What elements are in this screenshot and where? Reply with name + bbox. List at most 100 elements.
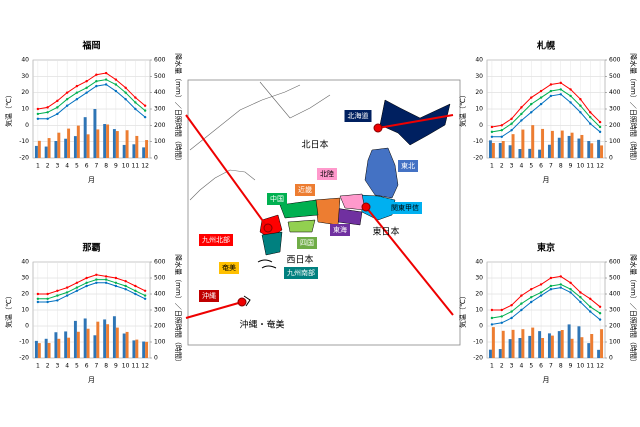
- line-point: [124, 288, 127, 291]
- x-tick-label: 10: [122, 163, 130, 170]
- line-point: [56, 294, 59, 297]
- line: [37, 279, 146, 300]
- map-label-box: [199, 234, 233, 246]
- line-point: [114, 78, 118, 81]
- y2-tick-label: 400: [609, 291, 621, 298]
- bar: [580, 134, 584, 158]
- line-point: [520, 119, 523, 122]
- bar: [44, 338, 48, 358]
- x-tick-label: 11: [586, 163, 594, 170]
- line-point: [549, 83, 553, 86]
- y2-tick-label: 100: [154, 339, 166, 346]
- bar: [47, 138, 51, 158]
- bar: [511, 134, 515, 158]
- line-point: [95, 73, 98, 76]
- bar: [83, 318, 87, 358]
- bar: [521, 329, 525, 358]
- line-point: [598, 120, 602, 124]
- line-point: [559, 93, 562, 96]
- x-tick-label: 7: [94, 163, 98, 170]
- y2-tick-label: 400: [154, 89, 166, 96]
- bar: [34, 340, 38, 358]
- line-point: [104, 275, 108, 278]
- line: [491, 287, 601, 325]
- line-point: [36, 107, 40, 111]
- line-point: [569, 88, 572, 91]
- y2-tick-label: 300: [609, 307, 621, 314]
- line-point: [95, 273, 98, 276]
- line-point: [65, 291, 69, 294]
- y-tick-label: 20: [475, 89, 483, 96]
- line-point: [549, 288, 553, 291]
- line-point: [65, 104, 69, 107]
- x-tick-label: 7: [549, 163, 553, 170]
- line-point: [520, 294, 523, 297]
- line-point: [104, 278, 108, 281]
- y-tick-label: 30: [21, 275, 29, 282]
- bar: [96, 321, 100, 358]
- bar: [132, 144, 136, 158]
- arrows: [185, 114, 454, 319]
- bar: [64, 138, 68, 158]
- bar: [488, 349, 492, 358]
- city-markers: [237, 123, 383, 307]
- y2-tick-label: 200: [609, 122, 621, 129]
- line-point: [520, 308, 523, 312]
- line-point: [490, 125, 494, 129]
- line-point: [56, 299, 59, 302]
- chart-title: 那覇: [82, 243, 100, 254]
- bar: [557, 137, 561, 158]
- bar: [508, 339, 512, 358]
- x-tick-label: 4: [65, 163, 69, 170]
- line-point: [143, 297, 147, 300]
- line-point: [579, 104, 582, 107]
- bar: [67, 337, 71, 358]
- map-label: 北海道: [348, 111, 369, 120]
- line-point: [36, 117, 40, 121]
- line-point: [75, 289, 79, 292]
- line-point: [530, 111, 533, 114]
- x-axis-label: 月: [88, 176, 95, 184]
- bar: [106, 124, 110, 158]
- y-axis-label: 気温（℃）: [458, 292, 467, 328]
- line-point: [539, 283, 543, 286]
- y2-tick-label: 0: [154, 155, 158, 162]
- bar: [518, 149, 522, 158]
- map-label: 中国: [270, 194, 284, 203]
- y-tick-label: 20: [475, 291, 483, 298]
- y2-tick-label: 400: [154, 291, 166, 298]
- y-tick-label: 10: [21, 307, 29, 314]
- map-label: 東北: [401, 161, 415, 170]
- x-tick-label: 4: [65, 363, 69, 370]
- bar: [76, 125, 80, 158]
- y-axis-label: 気温（℃）: [4, 292, 13, 328]
- x-tick-label: 8: [559, 363, 563, 370]
- bar: [498, 142, 502, 158]
- x-tick-label: 12: [596, 363, 604, 370]
- y2-tick-label: 100: [154, 138, 166, 145]
- line-point: [510, 117, 513, 121]
- y2-tick-label: 600: [609, 259, 621, 266]
- line-point: [75, 84, 79, 88]
- y2-tick-label: 600: [609, 57, 621, 64]
- line-point: [559, 286, 562, 289]
- x-tick-label: 7: [94, 363, 98, 370]
- x-tick-label: 1: [36, 363, 40, 370]
- y-tick-label: -10: [473, 339, 483, 346]
- line-point: [65, 98, 69, 101]
- y-tick-label: 0: [25, 323, 29, 330]
- line-point: [95, 278, 98, 281]
- y2-axis-label: 降水量（mm）／日照時間（時間）: [629, 53, 638, 165]
- line-point: [75, 98, 79, 101]
- line-point: [104, 71, 108, 75]
- line-point: [134, 284, 137, 288]
- map-label: 沖縄: [202, 291, 216, 300]
- x-tick-label: 11: [132, 163, 140, 170]
- line-point: [75, 286, 79, 289]
- line-point: [134, 289, 137, 292]
- x-axis-label: 月: [543, 176, 550, 184]
- line-point: [36, 292, 40, 296]
- bar: [550, 130, 554, 158]
- line-point: [598, 125, 602, 129]
- line-point: [539, 102, 543, 106]
